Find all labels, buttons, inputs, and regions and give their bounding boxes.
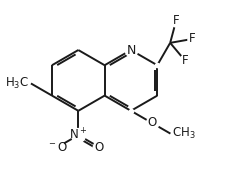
Text: F: F <box>189 32 196 45</box>
Text: F: F <box>181 54 188 67</box>
Text: O: O <box>95 141 104 154</box>
Text: N$^+$: N$^+$ <box>69 128 88 143</box>
Text: CH$_3$: CH$_3$ <box>172 126 196 141</box>
Text: O: O <box>147 116 157 129</box>
Text: H$_3$C: H$_3$C <box>5 76 30 91</box>
Text: N: N <box>126 44 136 57</box>
Text: F: F <box>173 14 179 27</box>
Text: $^-$O: $^-$O <box>47 141 68 154</box>
